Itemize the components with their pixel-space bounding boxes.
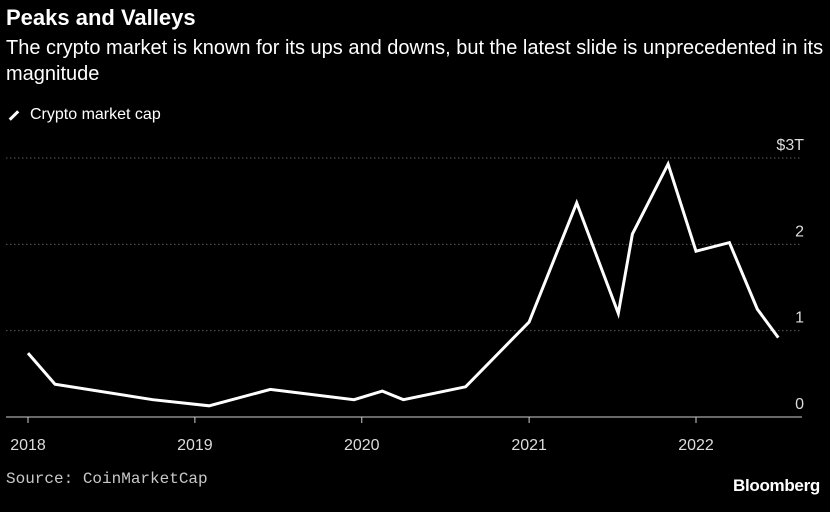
- chart-title: Peaks and Valleys: [6, 5, 196, 30]
- x-tick-label: 2022: [678, 437, 714, 454]
- x-tick-label: 2018: [10, 437, 46, 454]
- y-tick-label: 0: [795, 396, 804, 413]
- y-tick-label: 1: [795, 310, 804, 327]
- chart-subtitle: The crypto market is known for its ups a…: [6, 37, 824, 85]
- x-tick-label: 2021: [511, 437, 547, 454]
- legend-label: Crypto market cap: [30, 106, 161, 123]
- x-tick-label: 2019: [177, 437, 213, 454]
- series-line-crypto-market-cap: [26, 160, 780, 408]
- y-tick-label: 2: [795, 223, 804, 240]
- bloomberg-logo: Bloomberg: [732, 476, 820, 495]
- x-tick-label: 2020: [344, 437, 380, 454]
- source-note: Source: CoinMarketCap: [6, 470, 208, 488]
- legend: Crypto market cap: [8, 106, 161, 124]
- y-tick-label: $3T: [776, 137, 804, 154]
